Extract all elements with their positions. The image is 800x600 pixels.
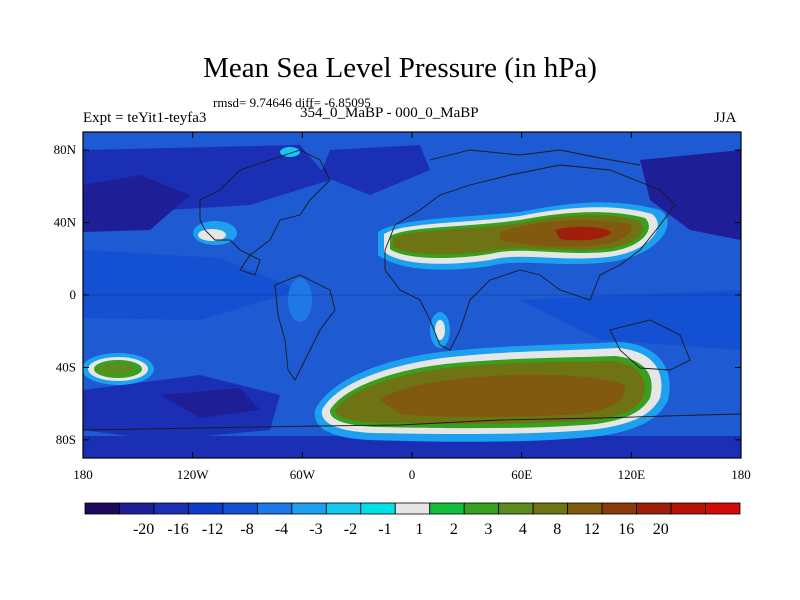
colorbar-label: -8	[240, 521, 253, 538]
sp-high-core	[98, 363, 134, 375]
colorbar-swatch	[636, 502, 672, 515]
y-tick-label: 40S	[56, 359, 76, 374]
colorbar-swatch	[532, 502, 569, 515]
colorbar-swatch	[498, 502, 534, 515]
colorbar-label: 3	[484, 521, 492, 538]
colorbar-label: -3	[309, 521, 322, 538]
colorbar-swatch	[567, 502, 603, 515]
colorbar-swatch	[360, 502, 396, 515]
season-label: JJA	[714, 110, 737, 126]
chart-subtitle: 354_0_MaBP - 000_0_MaBP	[300, 105, 479, 121]
colorbar-label: 16	[618, 521, 634, 538]
colorbar-swatch	[256, 502, 293, 515]
arctic-coast-outline	[429, 149, 641, 166]
east-pacific-low	[640, 150, 741, 240]
colorbar-swatch	[325, 502, 362, 515]
colorbar-swatch	[188, 502, 224, 515]
colorbar-swatch	[670, 502, 706, 515]
colorbar-label: -4	[275, 521, 288, 538]
y-tick-label: 0	[70, 287, 77, 302]
y-tick-label: 40N	[54, 215, 77, 230]
x-tick-label: 120E	[618, 467, 646, 482]
y-axis: 80N 40N 0 40S 80S	[54, 142, 741, 447]
rmsd-diff-stats: rmsd= 9.74646 diff= -6.85095	[213, 95, 371, 110]
colorbar-swatch	[601, 502, 637, 515]
x-axis: 180 120W 60W 0 60E 120E 180	[73, 132, 751, 482]
colorbar-label: -2	[344, 521, 357, 538]
map-field	[83, 132, 741, 458]
colorbar-swatch	[84, 502, 120, 515]
eurasia-africa-outline	[384, 164, 676, 351]
colorbar-label: 4	[519, 521, 527, 538]
coastlines	[83, 149, 741, 431]
colorbar-label: -16	[167, 521, 188, 538]
colorbar-swatch	[222, 502, 258, 515]
north-america-outline	[199, 149, 331, 276]
colorbar-label: -1	[378, 521, 391, 538]
colorbar: -20 -16 -12 -8 -4 -3 -2 -1 1 2 3 4 8 12 16 20	[84, 502, 741, 538]
colorbar-label: 20	[653, 521, 669, 538]
x-tick-label: 180	[73, 467, 93, 482]
colorbar-swatch	[705, 502, 741, 515]
south-pacific-low	[160, 388, 260, 418]
colorbar-label: -20	[133, 521, 154, 538]
colorbar-swatch	[394, 502, 431, 515]
colorbar-label: 8	[553, 521, 561, 538]
na-white-patch	[198, 229, 226, 241]
x-tick-label: 180	[731, 467, 751, 482]
africa-white-patch	[435, 320, 445, 340]
colorbar-swatch	[153, 502, 189, 515]
colorbar-swatch	[463, 502, 500, 515]
indian-ocean-band	[520, 290, 741, 350]
y-tick-label: 80S	[56, 432, 76, 447]
colorbar-label: 12	[584, 521, 600, 538]
antarctica-outline	[83, 413, 741, 431]
x-tick-label: 0	[409, 467, 416, 482]
colorbar-label: 1	[415, 521, 423, 538]
colorbar-swatch	[291, 502, 327, 515]
colorbar-swatch	[119, 502, 155, 515]
chart-title: Mean Sea Level Pressure (in hPa)	[203, 52, 597, 84]
x-tick-label: 120W	[177, 467, 210, 482]
colorbar-label: -12	[202, 521, 223, 538]
colorbar-label: 2	[450, 521, 458, 538]
south-america-outline	[274, 274, 336, 381]
north-pacific-low	[83, 175, 190, 232]
tropical-pacific-band	[83, 250, 300, 320]
north-anomaly-core	[555, 226, 612, 241]
colorbar-swatch	[429, 502, 465, 515]
antarctic-band	[83, 436, 741, 458]
x-tick-label: 60E	[511, 467, 532, 482]
south-anomaly-brown	[380, 374, 626, 417]
y-tick-label: 80N	[54, 142, 77, 157]
experiment-label: Expt = teYit1-teyfa3	[83, 110, 207, 126]
australia-outline	[609, 319, 691, 371]
sa-blue-patch	[288, 278, 312, 322]
x-tick-label: 60W	[290, 467, 316, 482]
north-atlantic-low	[320, 145, 430, 195]
arctic-cyan-patch	[280, 147, 300, 157]
